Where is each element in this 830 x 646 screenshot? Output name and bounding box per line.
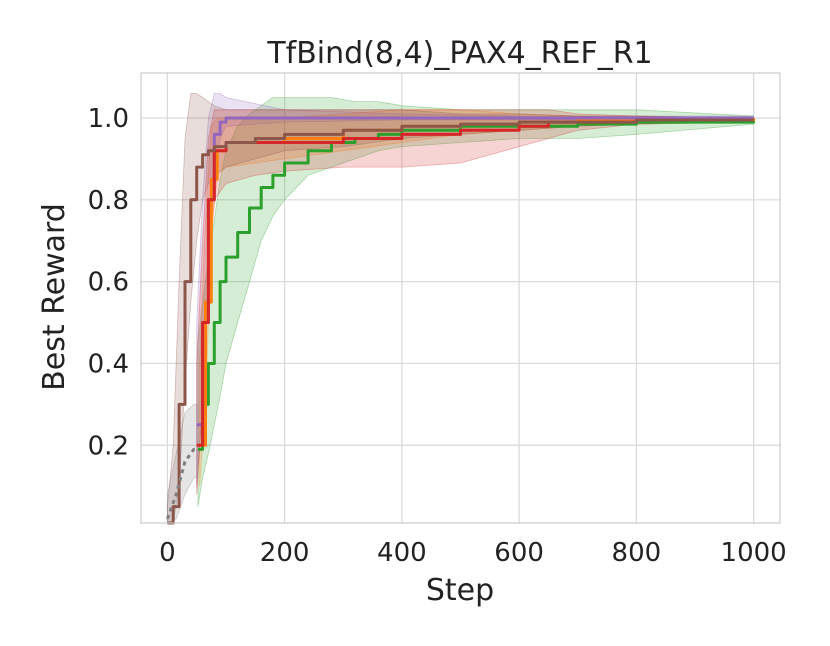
series-0-band — [197, 97, 754, 507]
series-5-line — [165, 447, 198, 520]
series-4-line — [167, 118, 754, 525]
series-3-band — [196, 109, 754, 495]
confidence-bands — [166, 93, 754, 524]
x-tick-label: 600 — [494, 538, 544, 568]
y-axis-label: Best Reward — [37, 203, 72, 391]
y-tick-label: 0.4 — [88, 349, 129, 379]
x-tick-label: 800 — [612, 538, 662, 568]
y-tick-label: 0.2 — [88, 431, 129, 461]
y-tick-label: 0.6 — [88, 268, 129, 298]
y-tick-label: 0.8 — [88, 186, 129, 216]
y-tick-label: 1.0 — [88, 104, 129, 134]
series-lines — [165, 116, 756, 525]
plot-frame — [140, 72, 781, 524]
x-axis-label: Step — [426, 573, 494, 608]
chart-title: TfBind(8,4)_PAX4_REF_R1 — [266, 36, 652, 71]
x-tick-label: 200 — [260, 538, 310, 568]
x-axis: 0 200 400 600 800 1000 — [159, 538, 787, 568]
x-tick-label: 1000 — [721, 538, 787, 568]
x-tick-label: 0 — [159, 538, 176, 568]
x-tick-label: 400 — [377, 538, 427, 568]
y-axis: 0.2 0.4 0.6 0.8 1.0 — [88, 104, 129, 461]
series-0-line — [197, 120, 756, 451]
